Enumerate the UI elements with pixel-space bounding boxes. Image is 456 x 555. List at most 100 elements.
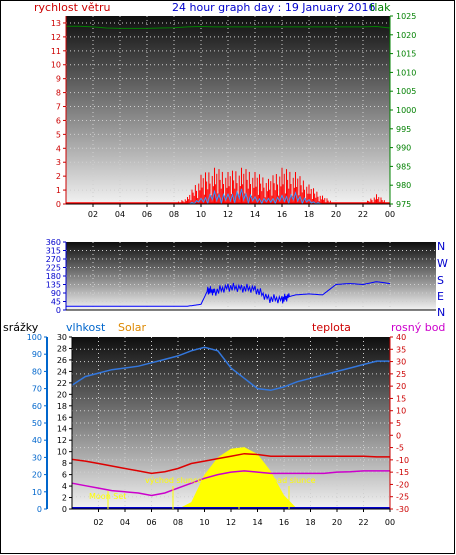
dewpoint-line (71, 470, 390, 497)
y-right-tick-label: 1000 (396, 106, 416, 115)
y-left-tick-label: 9 (56, 75, 61, 84)
y-rain-tick-label: 10 (57, 448, 67, 457)
y-humidity-tick-label: 80 (32, 367, 42, 376)
y-rain-tick-label: 20 (57, 390, 67, 399)
y-rain-tick-label: 24 (57, 367, 67, 376)
x-tick-label: 14 (250, 210, 260, 219)
y-temp-tick-label: 5 (396, 419, 401, 428)
compass-e: E (437, 290, 444, 303)
x-tick-label: 12 (226, 518, 236, 527)
y-tick-label: 90 (51, 289, 61, 298)
y-tick-label: 45 (51, 298, 61, 307)
y-left-tick-label: 8 (56, 89, 61, 98)
y-humidity-tick-label: 40 (32, 436, 42, 445)
x-tick-label: 10 (199, 518, 209, 527)
compass-w: W (437, 257, 448, 270)
rain-label: srážky (3, 321, 39, 334)
wind-speed-label: rychlost větru (34, 1, 110, 14)
y-rain-tick-label: 22 (57, 379, 67, 388)
y-rain-tick-label: 30 (57, 333, 67, 342)
humidity-line (71, 346, 390, 392)
y-rain-tick-label: 18 (57, 402, 67, 411)
compass-n-bottom: N (437, 306, 445, 319)
y-right-tick-label: 985 (396, 162, 411, 171)
y-temp-tick-label: 0 (396, 431, 401, 440)
y-temp-tick-label: -20 (396, 480, 409, 489)
y-left-tick-label: 12 (51, 33, 61, 42)
x-tick-label: 08 (169, 210, 179, 219)
y-tick-label: 180 (46, 272, 61, 281)
compass-s: S (437, 274, 444, 287)
sunset-annotation: západ slunce (263, 476, 316, 485)
y-tick-label: 135 (46, 281, 61, 290)
y-humidity-tick-label: 100 (27, 333, 42, 342)
y-temp-tick-label: 10 (396, 407, 406, 416)
y-left-tick-label: 11 (51, 47, 61, 56)
y-humidity-tick-label: 90 (32, 350, 42, 359)
solar-label: Solar (118, 321, 147, 334)
y-tick-label: 225 (46, 264, 61, 273)
y-humidity-tick-label: 50 (32, 419, 42, 428)
y-temp-tick-label: 35 (396, 345, 406, 354)
y-left-tick-label: 13 (51, 19, 61, 28)
x-tick-label: 04 (120, 518, 130, 527)
y-right-tick-label: 1010 (396, 68, 416, 77)
y-temp-tick-label: 40 (396, 333, 406, 342)
x-tick-label: 02 (93, 518, 103, 527)
x-tick-label: 02 (88, 210, 98, 219)
y-tick-label: 360 (46, 238, 61, 247)
x-tick-label: 22 (358, 518, 368, 527)
y-temp-tick-label: 25 (396, 370, 406, 379)
y-left-tick-label: 2 (56, 172, 61, 181)
y-right-tick-label: 980 (396, 181, 411, 190)
y-humidity-tick-label: 20 (32, 471, 42, 480)
y-left-tick-label: 10 (51, 61, 61, 70)
y-left-tick-label: 7 (56, 103, 61, 112)
x-tick-label: 06 (146, 518, 156, 527)
y-rain-tick-label: 12 (57, 436, 67, 445)
x-tick-label: 18 (304, 210, 314, 219)
x-tick-label: 18 (305, 518, 315, 527)
chart-title: 24 hour graph day : 19 January 2016 (172, 1, 376, 14)
y-tick-label: 315 (46, 247, 61, 256)
x-tick-label: 16 (279, 518, 289, 527)
y-rain-tick-label: 6 (62, 471, 67, 480)
x-tick-label: 10 (196, 210, 206, 219)
y-left-tick-label: 0 (56, 200, 61, 209)
y-right-tick-label: 990 (396, 144, 411, 153)
y-right-tick-label: 1005 (396, 87, 416, 96)
y-right-tick-label: 1025 (396, 12, 416, 21)
x-tick-label: 12 (223, 210, 233, 219)
x-tick-label: 04 (115, 210, 125, 219)
x-tick-label: 08 (173, 518, 183, 527)
y-rain-tick-label: 4 (62, 482, 67, 491)
y-tick-label: 0 (56, 306, 61, 315)
y-rain-tick-label: 8 (62, 459, 67, 468)
x-tick-label: 06 (142, 210, 152, 219)
x-tick-label: 22 (358, 210, 368, 219)
x-tick-label: 20 (331, 210, 341, 219)
y-left-tick-label: 5 (56, 130, 61, 139)
temperature-label: teplota (312, 321, 351, 334)
y-temp-tick-label: 20 (396, 382, 406, 391)
y-temp-tick-label: 30 (396, 358, 406, 367)
y-rain-tick-label: 28 (57, 344, 67, 353)
y-humidity-tick-label: 10 (32, 488, 42, 497)
pressure-line (66, 25, 391, 29)
y-rain-tick-label: 26 (57, 356, 67, 365)
y-rain-tick-label: 16 (57, 413, 67, 422)
dewpoint-label: rosný bod (391, 321, 445, 334)
temperature-line (71, 452, 390, 475)
y-rain-tick-label: 14 (57, 425, 67, 434)
compass-n-top: N (437, 240, 445, 253)
x-tick-label: 00 (385, 518, 395, 527)
humidity-label: vlhkost (66, 321, 106, 334)
x-tick-label: 00 (385, 210, 395, 219)
y-temp-tick-label: -15 (396, 468, 409, 477)
y-left-tick-label: 6 (56, 116, 61, 125)
y-humidity-tick-label: 0 (37, 505, 42, 514)
sunrise-annotation: východ slunce (145, 476, 202, 485)
x-tick-label: 20 (332, 518, 342, 527)
y-tick-label: 270 (46, 255, 61, 264)
